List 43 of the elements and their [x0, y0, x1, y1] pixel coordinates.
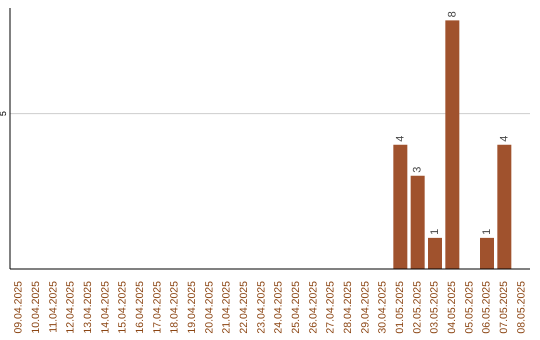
data-label: 3	[412, 166, 424, 173]
x-tick-label: 03.05.2025	[428, 280, 441, 334]
x-tick-label: 13.04.2025	[82, 280, 94, 334]
x-tick-label: 07.05.2025	[498, 280, 510, 334]
x-tick-label: 05.05.2025	[463, 280, 476, 334]
x-tick-label: 15.04.2025	[116, 280, 129, 334]
bar	[393, 144, 408, 269]
bar	[480, 238, 494, 269]
x-tick-label: 30.04.2025	[376, 280, 389, 334]
bar	[410, 176, 425, 269]
x-tick-label: 22.04.2025	[238, 280, 250, 334]
data-label: 4	[498, 136, 510, 142]
x-tick-label: 12.04.2025	[64, 280, 77, 334]
x-tick-label: 01.05.2025	[394, 280, 406, 334]
x-tick-label: 28.04.2025	[342, 280, 354, 334]
x-tick-label: 04.05.2025	[446, 280, 458, 334]
x-tick-label: 14.04.2025	[99, 280, 112, 334]
x-tick-label: 16.04.2025	[134, 280, 146, 334]
x-tick-label: 11.04.2025	[47, 280, 60, 333]
y-tick-label: 5	[0, 111, 8, 116]
x-tick-label: 24.04.2025	[272, 280, 285, 334]
bar	[428, 238, 442, 269]
x-tick-label: 08.05.2025	[515, 280, 528, 334]
x-tick-label: 10.04.2025	[30, 280, 42, 334]
x-tick-label: 20.04.2025	[203, 280, 216, 334]
x-tick-label: 21.04.2025	[220, 280, 233, 334]
x-tick-label: 29.04.2025	[359, 280, 372, 334]
x-tick-label: 25.04.2025	[290, 280, 302, 334]
x-tick-label: 27.04.2025	[324, 280, 337, 334]
data-label: 8	[446, 11, 458, 18]
bar	[445, 20, 460, 269]
x-tick-label: 26.04.2025	[307, 280, 320, 334]
data-label: 1	[481, 228, 493, 235]
x-tick-label: 06.05.2025	[480, 280, 493, 334]
x-tick-label: 17.04.2025	[151, 280, 164, 334]
x-tick-label: 23.04.2025	[255, 280, 268, 334]
x-tick-label: 09.04.2025	[12, 280, 25, 334]
data-label: 4	[394, 136, 406, 142]
x-tick-label: 02.05.2025	[411, 280, 424, 334]
x-tick-label: 18.04.2025	[168, 280, 181, 334]
bar	[497, 144, 512, 269]
x-tick-label: 19.04.2025	[186, 280, 198, 334]
data-label: 1	[429, 228, 441, 235]
